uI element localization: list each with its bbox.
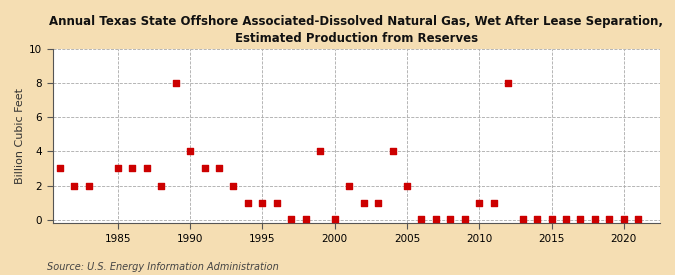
Y-axis label: Billion Cubic Feet: Billion Cubic Feet <box>15 88 25 184</box>
Point <box>488 200 499 205</box>
Point <box>286 217 297 221</box>
Point <box>517 217 528 221</box>
Point <box>503 81 514 85</box>
Point <box>213 166 224 171</box>
Point <box>55 166 65 171</box>
Point <box>431 217 441 221</box>
Point <box>69 183 80 188</box>
Point <box>228 183 239 188</box>
Point <box>242 200 253 205</box>
Point <box>532 217 543 221</box>
Point <box>633 217 644 221</box>
Point <box>170 81 181 85</box>
Point <box>402 183 412 188</box>
Point <box>156 183 167 188</box>
Point <box>474 200 485 205</box>
Title: Annual Texas State Offshore Associated-Dissolved Natural Gas, Wet After Lease Se: Annual Texas State Offshore Associated-D… <box>49 15 664 45</box>
Point <box>416 217 427 221</box>
Point <box>387 149 398 153</box>
Point <box>445 217 456 221</box>
Text: Source: U.S. Energy Information Administration: Source: U.S. Energy Information Administ… <box>47 262 279 272</box>
Point <box>185 149 196 153</box>
Point <box>618 217 629 221</box>
Point <box>546 217 557 221</box>
Point <box>271 200 282 205</box>
Point <box>84 183 95 188</box>
Point <box>460 217 470 221</box>
Point <box>604 217 615 221</box>
Point <box>141 166 152 171</box>
Point <box>112 166 123 171</box>
Point <box>199 166 210 171</box>
Point <box>329 217 340 221</box>
Point <box>373 200 383 205</box>
Point <box>561 217 572 221</box>
Point <box>575 217 586 221</box>
Point <box>589 217 600 221</box>
Point <box>315 149 325 153</box>
Point <box>257 200 268 205</box>
Point <box>127 166 138 171</box>
Point <box>300 217 311 221</box>
Point <box>358 200 369 205</box>
Point <box>344 183 354 188</box>
